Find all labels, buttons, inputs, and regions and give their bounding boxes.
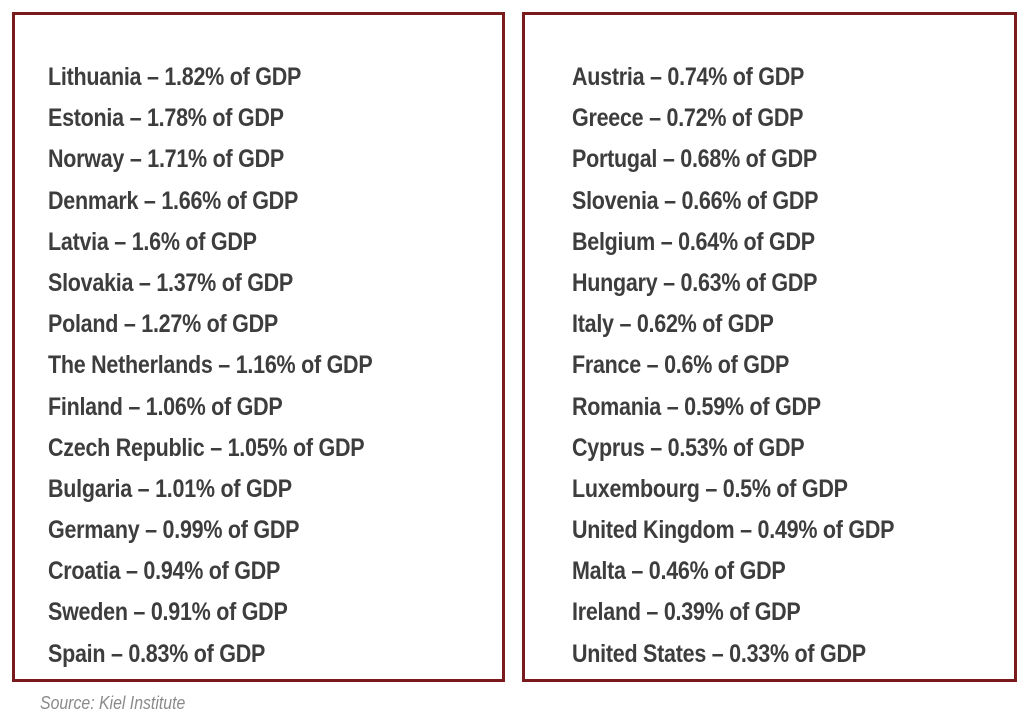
- list-item: Czech Republic – 1.05% of GDP: [48, 433, 365, 462]
- list-item: Norway – 1.71% of GDP: [48, 145, 284, 174]
- list-item: Greece – 0.72% of GDP: [572, 104, 804, 133]
- list-item: Malta – 0.46% of GDP: [572, 557, 786, 586]
- right-column-box: Austria – 0.74% of GDP Greece – 0.72% of…: [522, 12, 1017, 682]
- list-item: Hungary – 0.63% of GDP: [572, 268, 818, 297]
- list-item: Latvia – 1.6% of GDP: [48, 227, 257, 256]
- list-item: Estonia – 1.78% of GDP: [48, 104, 284, 133]
- list-item: Romania – 0.59% of GDP: [572, 392, 821, 421]
- left-country-list: Lithuania – 1.82% of GDP Estonia – 1.78%…: [48, 57, 425, 675]
- source-caption: Source: Kiel Institute: [40, 693, 186, 713]
- list-item: Croatia – 0.94% of GDP: [48, 557, 281, 586]
- list-item: Slovenia – 0.66% of GDP: [572, 186, 819, 215]
- list-item: Denmark – 1.66% of GDP: [48, 186, 299, 215]
- left-column-box: Lithuania – 1.82% of GDP Estonia – 1.78%…: [12, 12, 505, 682]
- list-item: Spain – 0.83% of GDP: [48, 639, 266, 668]
- list-item: Portugal – 0.68% of GDP: [572, 145, 817, 174]
- list-item: Cyprus – 0.53% of GDP: [572, 433, 805, 462]
- list-item: Bulgaria – 1.01% of GDP: [48, 474, 292, 503]
- list-item: Lithuania – 1.82% of GDP: [48, 63, 302, 91]
- list-item: Austria – 0.74% of GDP: [572, 63, 805, 91]
- list-item: Ireland – 0.39% of GDP: [572, 598, 801, 627]
- list-item: United Kingdom – 0.49% of GDP: [572, 516, 895, 545]
- list-item: United States – 0.33% of GDP: [572, 639, 866, 668]
- list-item: The Netherlands – 1.16% of GDP: [48, 351, 373, 380]
- list-item: Poland – 1.27% of GDP: [48, 310, 278, 339]
- right-country-list: Austria – 0.74% of GDP Greece – 0.72% of…: [572, 57, 947, 675]
- list-item: Slovakia – 1.37% of GDP: [48, 268, 294, 297]
- list-item: Luxembourg – 0.5% of GDP: [572, 474, 848, 503]
- list-item: France – 0.6% of GDP: [572, 351, 790, 380]
- list-item: Sweden – 0.91% of GDP: [48, 598, 288, 627]
- list-item: Belgium – 0.64% of GDP: [572, 227, 815, 256]
- list-item: Finland – 1.06% of GDP: [48, 392, 283, 421]
- list-item: Germany – 0.99% of GDP: [48, 516, 300, 545]
- list-item: Italy – 0.62% of GDP: [572, 310, 774, 339]
